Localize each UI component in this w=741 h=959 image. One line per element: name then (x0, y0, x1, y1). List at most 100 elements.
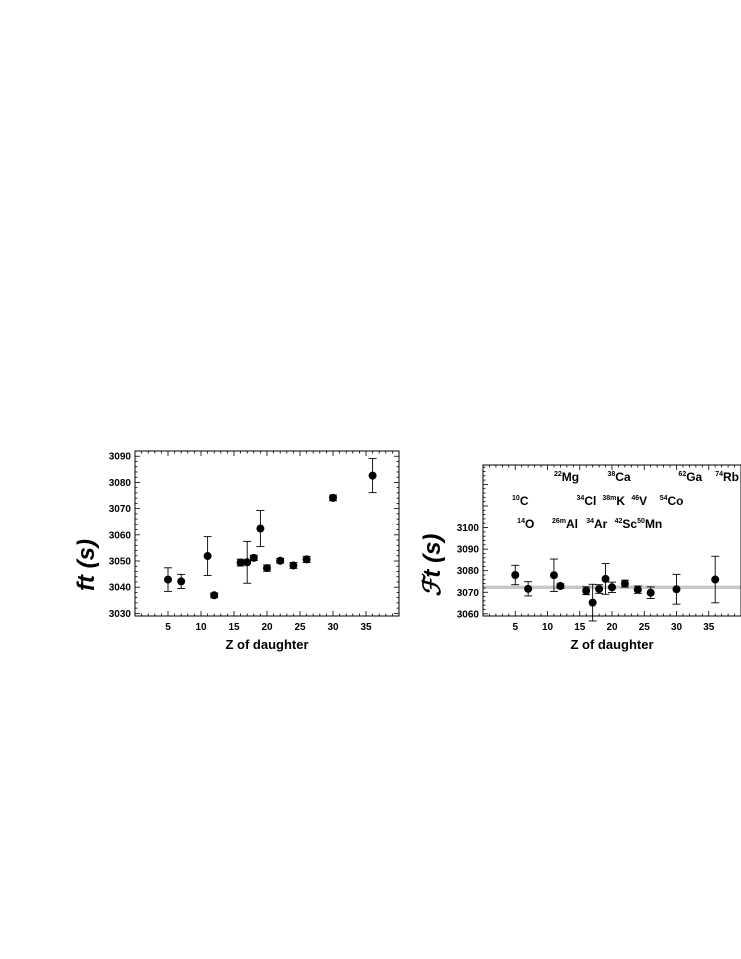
x-tick-label: 35 (703, 622, 715, 633)
isotope-symbol: Sc (622, 517, 637, 531)
data-point (329, 493, 337, 502)
data-marker (249, 553, 258, 562)
y-tick-label: 3060 (109, 530, 132, 541)
isotope-label: 50Mn (637, 517, 662, 531)
data-marker (556, 582, 565, 591)
x-tick-label: 15 (228, 622, 240, 633)
data-marker (672, 585, 681, 594)
isotope-label: 22Mg (554, 470, 579, 484)
data-point (302, 555, 311, 564)
x-tick-label: 5 (165, 622, 171, 633)
isotope-label: 54Co (660, 494, 684, 508)
isotope-symbol: Ga (686, 470, 702, 484)
data-point (276, 556, 285, 565)
isotope-symbol: Mg (562, 470, 579, 484)
data-point (368, 458, 377, 494)
y-tick-label: 3080 (109, 478, 132, 489)
isotope-mass: 50 (637, 518, 645, 525)
isotope-label: 10C (512, 494, 529, 508)
isotope-label: 34Cl (577, 494, 597, 508)
isotope-symbol: K (616, 494, 625, 508)
x-tick-label: 10 (195, 622, 207, 633)
x-tick-label: 5 (512, 622, 518, 633)
isotope-label: 62Ga (678, 470, 702, 484)
data-marker (329, 493, 337, 502)
data-marker (608, 583, 616, 592)
data-marker (203, 552, 212, 561)
data-marker (368, 471, 377, 480)
isotope-symbol: O (525, 517, 534, 531)
y-tick-label: 3090 (457, 545, 480, 556)
y-tick-label: 3040 (109, 583, 132, 594)
data-marker (276, 556, 285, 565)
isotope-mass: 14 (517, 518, 525, 525)
data-marker (289, 561, 298, 570)
data-marker (210, 591, 219, 600)
data-marker (549, 571, 558, 580)
data-point (608, 581, 616, 593)
y-tick-label: 3100 (457, 523, 480, 534)
data-point (588, 583, 597, 622)
data-point (263, 564, 271, 573)
data-marker (263, 564, 271, 573)
plot-frame (482, 464, 741, 617)
data-point (601, 563, 610, 595)
data-marker (711, 575, 720, 584)
y-tick-label: 3080 (457, 566, 480, 577)
isotope-mass: 26m (552, 518, 566, 525)
plot-frame (134, 450, 400, 617)
data-marker (511, 571, 520, 580)
data-point (524, 581, 533, 597)
data-point (646, 586, 655, 599)
y-tick-label: 3050 (109, 557, 132, 568)
isotope-label: 14O (517, 517, 534, 531)
y-tick-label: 3030 (109, 609, 132, 620)
data-point (549, 558, 558, 592)
x-tick-label: 15 (574, 622, 586, 633)
data-marker (524, 584, 533, 593)
data-point (511, 564, 520, 586)
y-axis-label: ℱt (s) (417, 534, 446, 597)
isotope-label: 46V (631, 494, 647, 508)
isotope-symbol: C (520, 494, 529, 508)
x-tick-label: 20 (261, 622, 273, 633)
data-marker (243, 558, 252, 567)
isotope-mass: 38m (602, 495, 616, 502)
y-axis-label: ft (s) (73, 539, 100, 591)
isotope-symbol: Rb (723, 470, 739, 484)
isotope-label: 34Ar (586, 517, 607, 531)
isotope-mass: 42 (615, 518, 623, 525)
isotope-mass: 46 (631, 495, 639, 502)
data-marker (177, 577, 186, 586)
data-point (633, 585, 642, 594)
y-tick-label: 3060 (457, 609, 480, 620)
isotope-label: 74Rb (715, 470, 739, 484)
ft-chart: 5 10 15 20 25 30 35 3030 3040 3050 3060 3070 3080 309… (73, 450, 400, 652)
isotope-mass: 62 (678, 471, 686, 478)
isotope-mass: 38 (607, 471, 615, 478)
data-point (164, 567, 172, 592)
isotope-symbol: Cl (584, 494, 596, 508)
isotope-symbol: Ca (615, 470, 631, 484)
isotope-label: 38mK (602, 494, 625, 508)
isotope-mass: 10 (512, 495, 520, 502)
y-tick-label: 3090 (109, 452, 132, 463)
data-point (210, 591, 219, 600)
data-marker (582, 586, 591, 595)
data-point (620, 579, 629, 588)
isotope-mass: 74 (715, 471, 723, 478)
x-tick-label: 10 (542, 622, 554, 633)
isotope-symbol: Co (668, 494, 684, 508)
isotope-symbol: Mn (645, 517, 662, 531)
isotope-mass: 54 (660, 495, 668, 502)
data-point (289, 561, 298, 570)
isotope-mass: 34 (577, 495, 585, 502)
data-marker (588, 598, 597, 607)
x-tick-label: 20 (606, 622, 618, 633)
x-axis-label: Z of daughter (225, 637, 308, 652)
isotope-label: 38Ca (607, 470, 630, 484)
isotope-mass: 34 (586, 518, 594, 525)
isotope-mass: 22 (554, 471, 562, 478)
data-point (582, 586, 591, 596)
